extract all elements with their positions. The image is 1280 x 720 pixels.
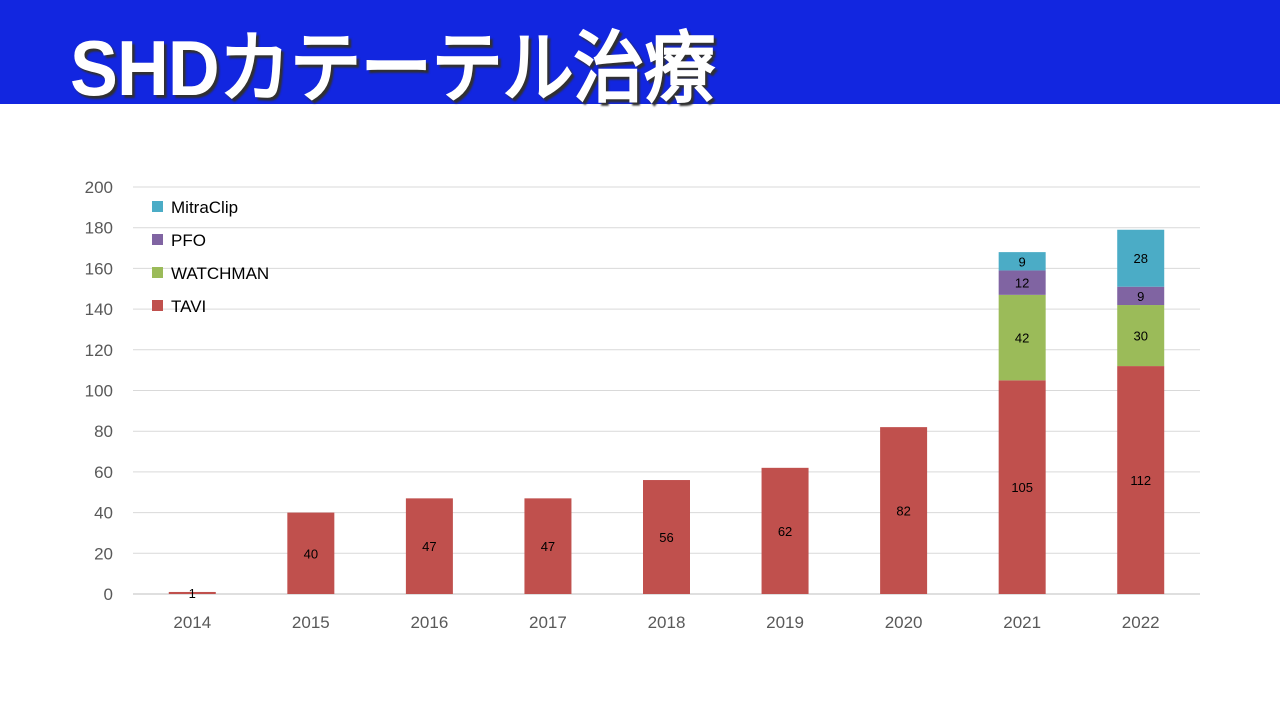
legend-swatch	[152, 300, 163, 311]
data-label: 82	[896, 504, 910, 519]
data-label: 56	[659, 530, 673, 545]
y-tick-label: 140	[85, 300, 113, 319]
data-label: 62	[778, 524, 792, 539]
y-tick-label: 60	[94, 463, 113, 482]
data-label: 47	[541, 539, 555, 554]
bar-tavi	[880, 427, 928, 594]
x-tick-label: 2021	[1003, 613, 1041, 632]
legend-label: MitraClip	[171, 198, 238, 217]
x-tick-label: 2016	[410, 613, 448, 632]
bar-pfo	[1117, 286, 1165, 306]
legend-swatch	[152, 201, 163, 212]
data-label: 1	[189, 586, 196, 601]
page-title: SHDカテーテル治療	[70, 24, 716, 112]
bar-tavi	[287, 512, 335, 594]
y-tick-label: 40	[94, 504, 113, 523]
bar-tavi	[405, 498, 453, 594]
data-label: 12	[1015, 276, 1029, 291]
data-label: 47	[422, 539, 436, 554]
legend-label: PFO	[171, 231, 206, 250]
bar-tavi	[761, 467, 809, 594]
data-label: 105	[1011, 480, 1033, 495]
legend-swatch	[152, 234, 163, 245]
bar-tavi	[998, 380, 1046, 594]
x-tick-label: 2018	[648, 613, 686, 632]
data-label: 42	[1015, 331, 1029, 346]
bar-tavi	[643, 480, 690, 594]
y-tick-label: 120	[85, 341, 113, 360]
data-label: 28	[1133, 251, 1147, 266]
bar-tavi	[1117, 366, 1165, 594]
x-tick-label: 2020	[885, 613, 923, 632]
x-tick-label: 2022	[1122, 613, 1160, 632]
y-tick-label: 20	[94, 544, 113, 563]
data-label: 9	[1137, 289, 1144, 304]
data-label: 9	[1019, 254, 1026, 269]
y-tick-label: 180	[85, 219, 113, 238]
y-tick-label: 100	[85, 382, 113, 401]
data-label: 40	[304, 546, 318, 561]
bar-tavi	[524, 498, 572, 594]
y-tick-label: 160	[85, 259, 113, 278]
y-tick-label: 0	[104, 585, 113, 604]
y-tick-label: 80	[94, 422, 113, 441]
x-tick-label: 2017	[529, 613, 567, 632]
data-label: 30	[1133, 329, 1147, 344]
y-tick-label: 200	[85, 178, 113, 197]
bar-mitraclip	[1117, 229, 1165, 287]
data-label: 112	[1130, 473, 1151, 488]
bar-mitraclip	[998, 252, 1046, 271]
legend-swatch	[152, 267, 163, 278]
legend-label: WATCHMAN	[171, 264, 269, 283]
x-tick-label: 2014	[173, 613, 211, 632]
bar-watchman	[1117, 305, 1165, 367]
bar-watchman	[998, 294, 1046, 381]
legend-label: TAVI	[171, 297, 206, 316]
bar-tavi	[168, 591, 216, 594]
x-tick-label: 2015	[292, 613, 330, 632]
bar-pfo	[998, 270, 1046, 295]
x-tick-label: 2019	[766, 613, 804, 632]
title-banner: SHDカテーテル治療	[0, 0, 1280, 112]
